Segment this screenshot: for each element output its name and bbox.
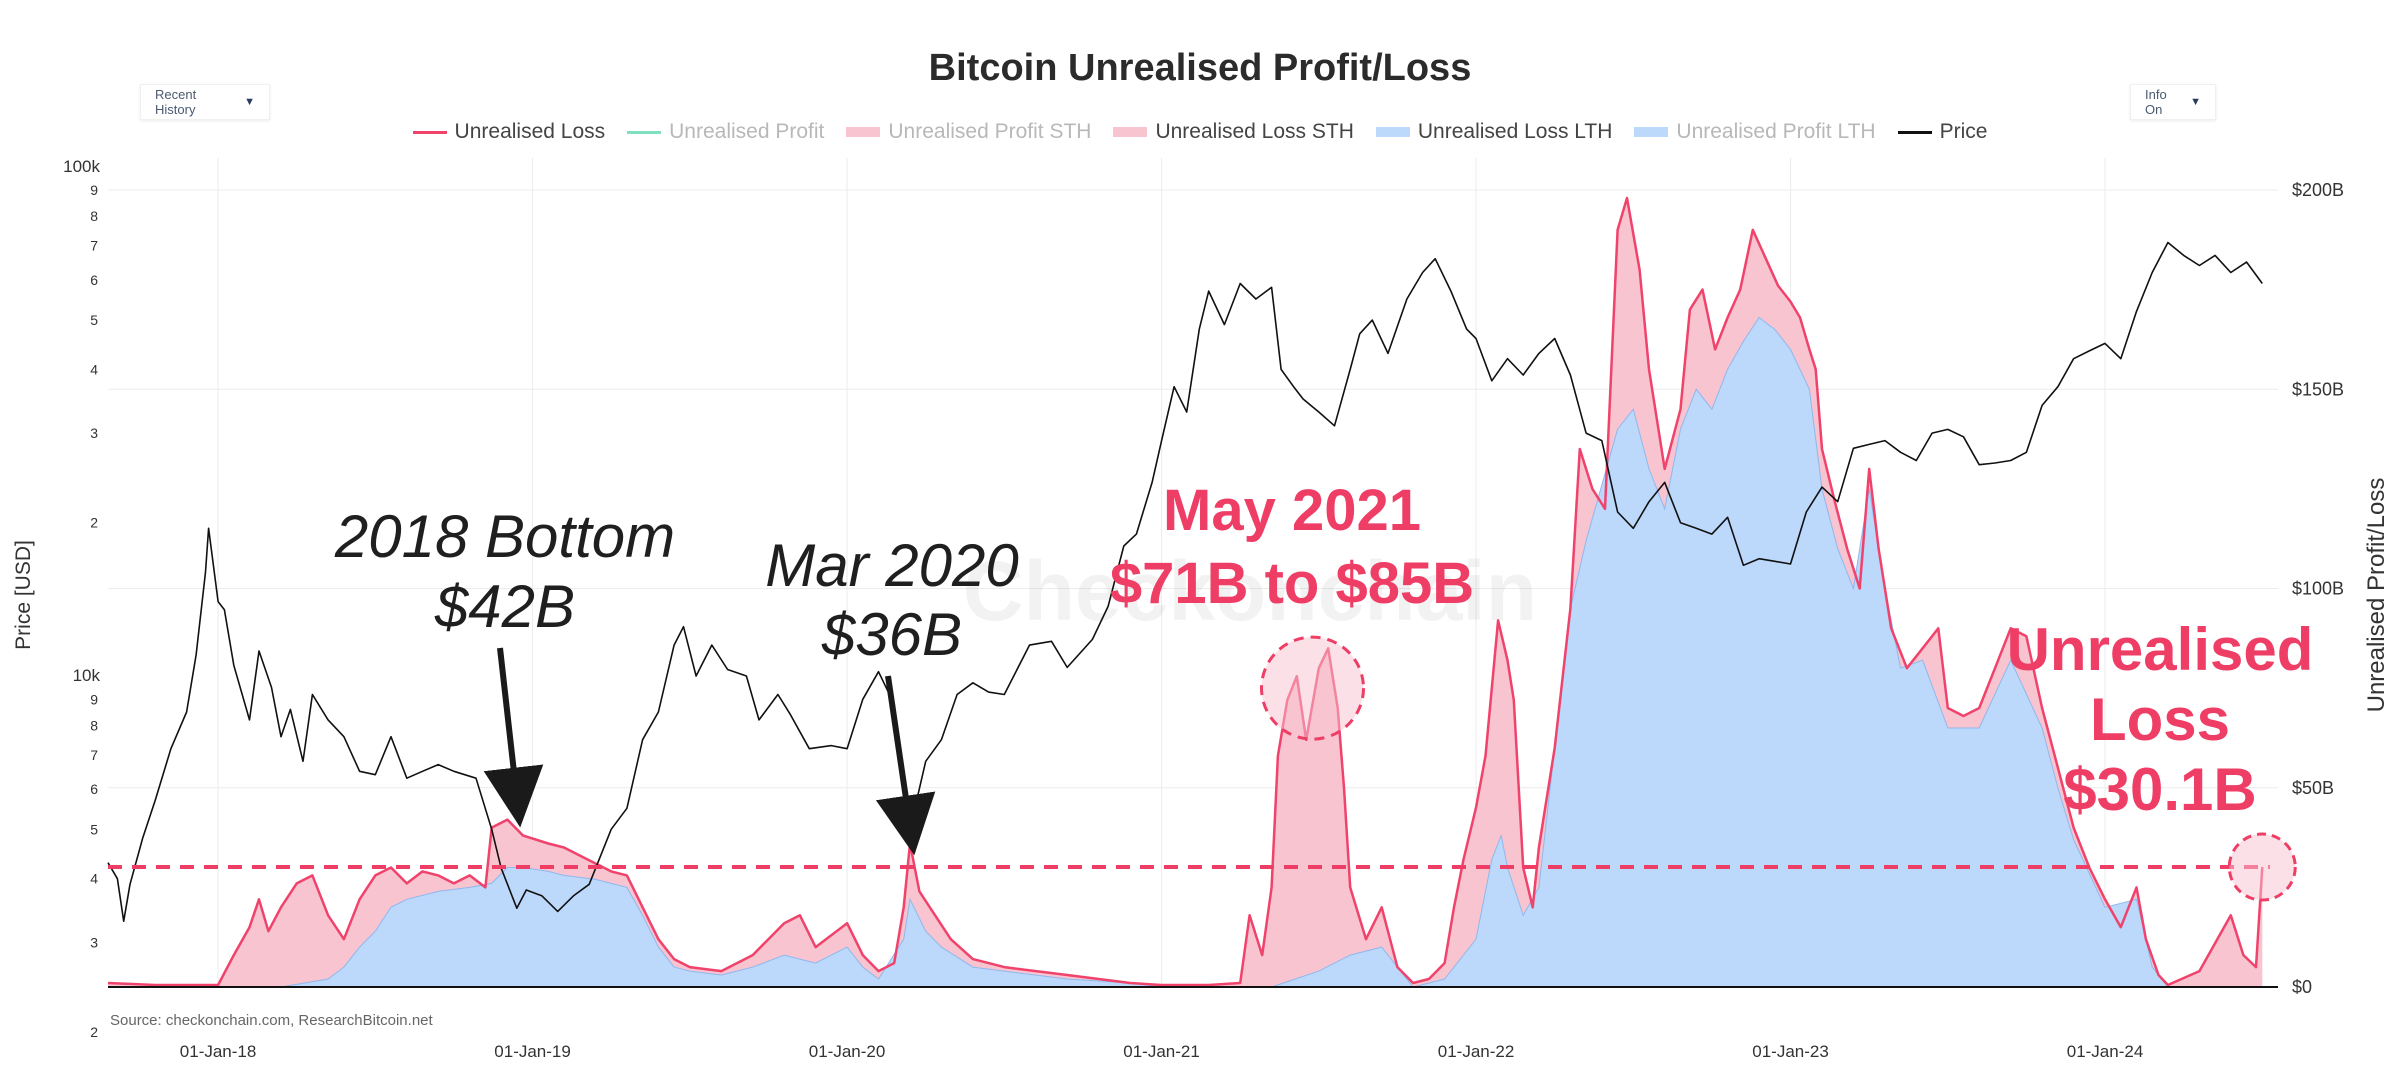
legend-label: Price [1939, 120, 1988, 143]
x-tick-label: 01-Jan-19 [494, 1042, 571, 1061]
legend-label: Unrealised Loss LTH [1417, 120, 1613, 143]
legend-label: Unrealised Loss STH [1155, 120, 1354, 143]
chevron-down-icon: ▼ [244, 96, 255, 108]
annotation-30-1b: $30.1B [2063, 756, 2256, 823]
arrow-2018-bottom [483, 647, 544, 828]
y-left-axis-ticks: 100k 9 8 7 6 5 4 3 2 10k 9 8 7 6 5 4 3 2 [63, 157, 100, 1040]
y-right-axis-label: Unrealised Profit/Loss [2363, 478, 2390, 713]
legend-swatch [412, 130, 447, 134]
series-areas [107, 196, 2264, 988]
annotation-36b: $36B [821, 601, 962, 668]
legend-swatch [1113, 127, 1148, 137]
chevron-down-icon: ▼ [2190, 96, 2201, 108]
x-tick-label: 01-Jan-21 [1123, 1042, 1200, 1061]
legend-swatch [1375, 127, 1410, 137]
source-note: Source: checkonchain.com, ResearchBitcoi… [110, 1012, 434, 1029]
y-left-tick-label: 100k [63, 157, 100, 176]
may-2021-highlight-circle [1260, 635, 1366, 741]
y-right-tick-label: $200B [2292, 180, 2344, 200]
y-left-tick-label: 2 [90, 515, 98, 531]
legend-item-unrealised-profit-sth[interactable]: Unrealised Profit STH [846, 120, 1091, 144]
current-highlight-circle [2227, 832, 2297, 902]
unrealised-loss-line [107, 196, 2264, 987]
y-left-tick-label: 2 [90, 1024, 98, 1040]
x-tick-label: 01-Jan-20 [809, 1042, 886, 1061]
x-tick-label: 01-Jan-18 [180, 1042, 257, 1061]
legend-item-unrealised-profit-lth[interactable]: Unrealised Profit LTH [1634, 120, 1876, 144]
y-left-tick-label: 4 [90, 871, 98, 887]
y-right-tick-label: $50B [2292, 778, 2334, 798]
arrow-mar-2020 [875, 675, 936, 856]
y-left-tick-label: 3 [90, 425, 98, 441]
range-dropdown-label: Recent History [155, 87, 197, 117]
annotation-loss: Loss [2090, 686, 2230, 753]
unrealised-loss-lth-area [108, 317, 2263, 987]
y-left-tick-label: 3 [90, 934, 98, 950]
legend-item-unrealised-profit[interactable]: Unrealised Profit [627, 120, 824, 144]
x-tick-label: 01-Jan-23 [1752, 1042, 1829, 1061]
legend: Unrealised Loss Unrealised Profit Unreal… [0, 120, 2400, 144]
legend-item-unrealised-loss-lth[interactable]: Unrealised Loss LTH [1375, 120, 1613, 144]
legend-swatch [1634, 127, 1669, 137]
y-left-tick-label: 5 [90, 312, 98, 328]
annotation-unrealised: Unrealised [2007, 616, 2314, 683]
y-left-tick-label: 5 [90, 821, 98, 837]
annotation-42b: $42B [434, 573, 575, 640]
y-left-tick-label: 8 [90, 717, 98, 733]
annotation-71b-85b: $71B to $85B [1110, 551, 1474, 616]
legend-item-unrealised-loss-sth[interactable]: Unrealised Loss STH [1113, 120, 1354, 144]
y-left-tick-label: 9 [90, 182, 98, 198]
annotation-may-2021: May 2021 [1163, 478, 1421, 543]
y-left-tick-label: 7 [90, 747, 98, 763]
legend-item-unrealised-loss[interactable]: Unrealised Loss [412, 120, 606, 144]
y-right-tick-label: $150B [2292, 379, 2344, 399]
legend-swatch [627, 130, 662, 134]
legend-label: Unrealised Profit STH [888, 120, 1092, 143]
info-dropdown-label: Info On [2145, 87, 2167, 117]
annotations: 2018 Bottom $42B Mar 2020 $36B May 2021 … [334, 478, 2314, 823]
y-right-tick-label: $100B [2292, 579, 2344, 599]
y-right-axis-ticks: $200B $150B $100B $50B $0 [2292, 180, 2344, 997]
y-left-tick-label: 10k [73, 666, 101, 685]
legend-item-price[interactable]: Price [1897, 120, 1988, 144]
y-left-axis-label: Price [USD] [12, 540, 35, 650]
legend-swatch [846, 127, 881, 137]
y-left-tick-label: 9 [90, 691, 98, 707]
annotation-2018-bottom: 2018 Bottom [334, 503, 675, 570]
y-left-tick-label: 8 [90, 208, 98, 224]
y-left-tick-label: 6 [90, 272, 98, 288]
x-tick-label: 01-Jan-24 [2067, 1042, 2144, 1061]
annotation-mar-2020: Mar 2020 [765, 532, 1018, 599]
y-left-tick-label: 4 [90, 361, 98, 377]
chart-title: Bitcoin Unrealised Profit/Loss [929, 47, 1472, 89]
legend-label: Unrealised Profit LTH [1676, 120, 1876, 143]
x-axis-ticks: 01-Jan-18 01-Jan-19 01-Jan-20 01-Jan-21 01-J… [180, 1042, 2144, 1061]
y-left-tick-label: 6 [90, 781, 98, 797]
price-line [107, 241, 2263, 922]
x-tick-label: 01-Jan-22 [1438, 1042, 1515, 1061]
y-right-tick-label: $0 [2292, 977, 2312, 997]
watermark: Checkonchain [963, 544, 1537, 638]
legend-swatch [1897, 130, 1932, 134]
info-dropdown[interactable]: Info On ▼ [2130, 84, 2216, 120]
y-left-tick-label: 7 [90, 238, 98, 254]
range-dropdown[interactable]: Recent History ▼ [140, 84, 270, 120]
legend-label: Unrealised Profit [669, 120, 825, 143]
legend-label: Unrealised Loss [454, 120, 606, 143]
